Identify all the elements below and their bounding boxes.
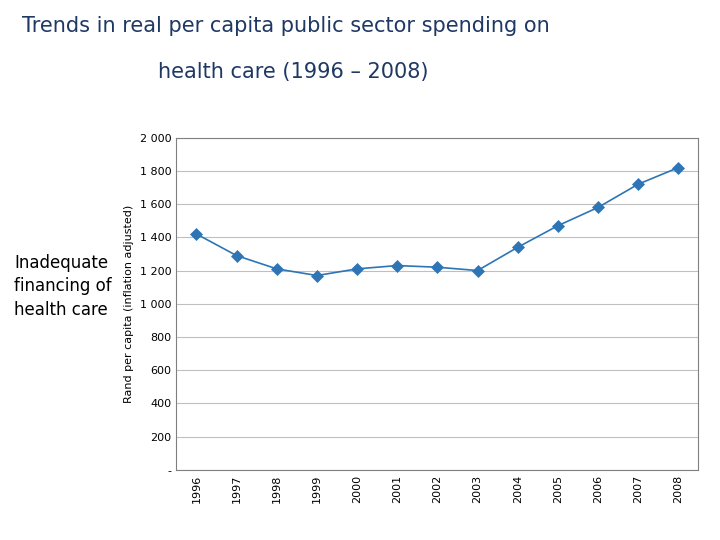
Text: Trends in real per capita public sector spending on: Trends in real per capita public sector …: [22, 16, 549, 36]
Y-axis label: Rand per capita (inflation adjusted): Rand per capita (inflation adjusted): [125, 205, 135, 403]
Text: health care (1996 – 2008): health care (1996 – 2008): [158, 62, 429, 82]
Text: Inadequate
financing of
health care: Inadequate financing of health care: [14, 254, 112, 319]
